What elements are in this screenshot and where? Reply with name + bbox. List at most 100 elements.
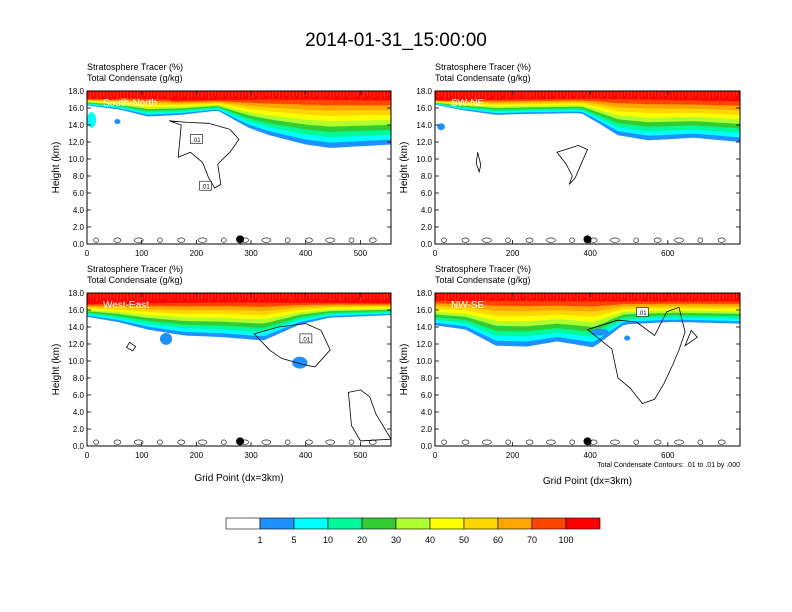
tracer-fill bbox=[87, 293, 391, 445]
y-tick-label: 4.0 bbox=[73, 206, 85, 215]
surface-contour bbox=[177, 439, 186, 445]
panel-header-condensate: Total Condensate (g/kg) bbox=[435, 73, 531, 83]
surface-contour bbox=[697, 237, 704, 243]
tracer-fill bbox=[87, 91, 391, 243]
colorbar-label: 60 bbox=[493, 535, 503, 545]
y-tick-label: 10.0 bbox=[68, 155, 84, 164]
location-marker bbox=[583, 437, 592, 446]
x-tick-label: 500 bbox=[354, 451, 368, 460]
contour-label-box bbox=[199, 180, 212, 191]
y-axis-title: Height (km) bbox=[399, 344, 410, 396]
surface-contour bbox=[697, 439, 704, 445]
surface-contour bbox=[113, 237, 122, 243]
y-tick-label: 18.0 bbox=[416, 87, 432, 96]
y-tick-label: 14.0 bbox=[416, 121, 432, 130]
y-tick-label: 16.0 bbox=[416, 306, 432, 315]
y-tick-label: 8.0 bbox=[421, 374, 433, 383]
y-tick-label: 6.0 bbox=[421, 391, 433, 400]
panel-name: NW-SE bbox=[451, 300, 484, 311]
surface-contour bbox=[546, 237, 556, 243]
x-tick-label: 200 bbox=[506, 249, 520, 258]
y-tick-label: 2.0 bbox=[73, 223, 85, 232]
colorbar-label: 50 bbox=[459, 535, 469, 545]
x-tick-label: 100 bbox=[135, 249, 149, 258]
panel-header-condensate: Total Condensate (g/kg) bbox=[87, 73, 183, 83]
panel-name: West-East bbox=[103, 300, 149, 311]
y-tick-label: 6.0 bbox=[73, 391, 85, 400]
x-tick-label: 0 bbox=[85, 249, 90, 258]
surface-contour bbox=[348, 237, 355, 243]
surface-contour bbox=[674, 439, 684, 445]
y-tick-label: 0.0 bbox=[73, 240, 85, 249]
y-tick-label: 14.0 bbox=[68, 323, 84, 332]
surface-contour bbox=[221, 237, 227, 243]
colorbar-swatch bbox=[463, 517, 499, 530]
surface-contour bbox=[717, 439, 726, 445]
contour-label-box bbox=[636, 307, 649, 317]
contour-label: .01 bbox=[192, 138, 201, 144]
y-tick-label: 4.0 bbox=[73, 408, 85, 417]
x-tick-label: 400 bbox=[299, 249, 313, 258]
panel-header-tracer: Stratosphere Tracer (%) bbox=[435, 264, 531, 274]
x-tick-label: 300 bbox=[244, 451, 258, 460]
y-tick-label: 14.0 bbox=[68, 121, 84, 130]
surface-contour bbox=[441, 439, 447, 445]
x-tick-label: 600 bbox=[661, 249, 675, 258]
surface-contour bbox=[197, 237, 208, 243]
contour-footnote: Total Condensate Contours: .01 to .01 by… bbox=[597, 462, 740, 469]
y-tick-label: 12.0 bbox=[68, 340, 84, 349]
y-tick-label: 8.0 bbox=[421, 172, 433, 181]
y-tick-label: 18.0 bbox=[416, 289, 432, 298]
y-tick-label: 2.0 bbox=[73, 425, 85, 434]
panel-header-condensate: Total Condensate (g/kg) bbox=[435, 275, 531, 285]
panel-sw-ne: SW-NE Stratosphere Tracer (%)Total Conden… bbox=[399, 62, 741, 258]
surface-contour bbox=[177, 237, 186, 243]
x-tick-label: 0 bbox=[433, 249, 438, 258]
tracer-blob bbox=[437, 123, 445, 131]
x-tick-label: 400 bbox=[584, 451, 598, 460]
plot-frame bbox=[86, 292, 392, 447]
y-tick-label: 12.0 bbox=[68, 138, 84, 147]
panel-name: SW-NE bbox=[451, 98, 484, 109]
plot-frame bbox=[434, 292, 741, 447]
colorbar-label: 10 bbox=[323, 535, 333, 545]
x-tick-label: 200 bbox=[506, 451, 520, 460]
contour-label: .01 bbox=[201, 185, 210, 191]
x-tick-label: 200 bbox=[190, 249, 204, 258]
y-tick-label: 6.0 bbox=[421, 189, 433, 198]
surface-contour bbox=[505, 237, 512, 243]
surface-contour bbox=[461, 237, 470, 243]
surface-contour bbox=[261, 237, 272, 243]
surface-contour bbox=[674, 237, 684, 243]
colorbar-label: 100 bbox=[558, 535, 573, 545]
surface-contour bbox=[525, 237, 534, 243]
surface-contour bbox=[157, 237, 163, 243]
colorbar-swatch bbox=[429, 517, 465, 530]
surface-contour bbox=[505, 439, 512, 445]
colorbar-label: 70 bbox=[527, 535, 537, 545]
x-tick-label: 400 bbox=[299, 451, 313, 460]
y-tick-label: 16.0 bbox=[68, 104, 84, 113]
condensate-contour bbox=[586, 306, 686, 404]
condensate-contour bbox=[168, 120, 240, 189]
tracer-blob bbox=[590, 328, 609, 336]
y-axis-title: Height (km) bbox=[399, 142, 410, 194]
x-tick-label: 200 bbox=[190, 451, 204, 460]
surface-contour bbox=[717, 237, 726, 243]
y-tick-label: 16.0 bbox=[416, 104, 432, 113]
surface-contour bbox=[610, 439, 620, 445]
colorbar-label: 30 bbox=[391, 535, 401, 545]
surface-contour bbox=[284, 237, 291, 243]
y-tick-label: 0.0 bbox=[73, 442, 85, 451]
colorbar-swatch bbox=[259, 517, 295, 530]
surface-contour bbox=[325, 439, 336, 445]
condensate-contour bbox=[125, 341, 137, 352]
plot-frame bbox=[434, 90, 741, 245]
surface-contour bbox=[633, 237, 640, 243]
colorbar-swatch bbox=[395, 517, 431, 530]
y-tick-label: 12.0 bbox=[416, 138, 432, 147]
plot-frame bbox=[86, 90, 392, 245]
y-tick-label: 0.0 bbox=[421, 240, 433, 249]
surface-contour bbox=[93, 237, 99, 243]
